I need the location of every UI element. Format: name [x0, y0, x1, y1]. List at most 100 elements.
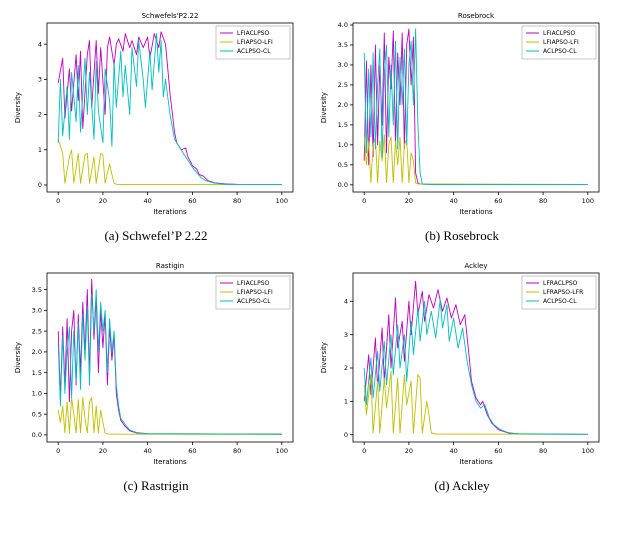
y-tick-label: 0.5 [32, 410, 42, 418]
x-tick-label: 60 [188, 197, 196, 205]
y-axis-label: Diversity [14, 92, 22, 123]
legend-label: LFIACLPSO [237, 30, 270, 37]
y-tick-label: 2.5 [338, 81, 348, 89]
y-tick-label: 1.0 [32, 390, 42, 398]
x-tick-label: 60 [494, 447, 502, 455]
series-LFIACLPSO [57, 31, 282, 186]
x-tick-label: 20 [99, 447, 107, 455]
y-tick-label: 1.0 [338, 141, 348, 149]
chart-title: Rastigin [156, 262, 184, 270]
chart-ackley-canvas: Ackley 0 20 40 60 80 100 0 1 2 3 4 Iterations Diversi… [320, 262, 600, 466]
chart-rosenbrock-canvas: Rosebrock 0 20 40 60 80 100 0.0 0.5 1.0 1.5 2.0 2.5 3… [320, 12, 600, 216]
y-axis-label: Diversity [320, 342, 328, 373]
y-tick-label: 2.0 [338, 101, 348, 109]
series-ACLPSO-CL [57, 33, 282, 186]
y-tick-label: 0.5 [338, 161, 348, 169]
y-tick-label: 2 [344, 364, 348, 372]
y-axis-label: Diversity [14, 342, 22, 373]
series-LFRAPSO-LFR [363, 370, 588, 435]
y-tick-label: 4.0 [338, 21, 348, 29]
x-tick-label: 100 [276, 447, 288, 455]
x-axis-label: Iterations [153, 208, 187, 216]
x-tick-label: 20 [99, 197, 107, 205]
x-axis-label: Iterations [459, 208, 493, 216]
y-tick-label: 1.5 [32, 369, 42, 377]
chart-title: Schwefels'P2.22 [142, 12, 199, 20]
plot-border [46, 22, 294, 193]
y-tick-label: 0 [344, 431, 348, 439]
caption-rosenbrock: (b) Rosebrock [424, 228, 499, 243]
y-tick-label: 4 [38, 40, 42, 48]
x-tick-label: 80 [539, 447, 547, 455]
legend-label: LFRACLPSO [543, 280, 578, 287]
chart-title: Ackley [465, 262, 488, 270]
series-LFRACLPSO [363, 280, 588, 435]
x-tick-label: 40 [449, 197, 457, 205]
caption-ackley: (d) Ackley [434, 478, 490, 493]
y-tick-label: 0 [38, 181, 42, 189]
series-LFIAPSO-LFI [57, 139, 282, 186]
chart-rastrigin-canvas: Rastigin 0 20 40 60 80 100 0.0 0.5 1.0 1.5 2.0 2.5 3.… [14, 262, 294, 466]
legend-label: LFRAPSO-LFR [543, 289, 583, 296]
y-tick-label: 1 [38, 146, 42, 154]
legend-label: LFIAPSO-LFI [237, 289, 273, 296]
y-tick-label: 0.0 [32, 431, 42, 439]
y-axis-label: Diversity [320, 92, 328, 123]
y-tick-label: 1.5 [338, 121, 348, 129]
y-tick-label: 3.0 [338, 61, 348, 69]
legend-label: LFIAPSO-LFI [237, 39, 273, 46]
x-tick-label: 40 [143, 197, 151, 205]
legend-label: LFIACLPSO [237, 280, 270, 287]
series-ACLPSO-CL [363, 299, 588, 435]
plot-border [352, 22, 600, 193]
caption-rastrigin: (c) Rastrigin [123, 478, 189, 493]
caption-schwefel: (a) Schwefel’P 2.22 [104, 228, 208, 243]
plot-border [46, 272, 294, 443]
x-tick-label: 100 [582, 447, 594, 455]
x-tick-label: 20 [405, 197, 413, 205]
x-tick-label: 80 [233, 197, 241, 205]
y-tick-label: 2.0 [32, 348, 42, 356]
x-tick-label: 100 [582, 197, 594, 205]
x-tick-label: 80 [539, 197, 547, 205]
legend-label: ACLPSO-CL [543, 298, 577, 305]
legend-label: ACLPSO-CL [237, 298, 271, 305]
plot-border [352, 272, 600, 443]
series-LFIAPSO-LFI [57, 397, 282, 435]
x-tick-label: 60 [188, 447, 196, 455]
subplot-grid: Schwefels'P2.22 0 20 40 60 80 100 0 1 2 3 4 Iteratio… [6, 8, 612, 494]
y-tick-label: 3.5 [338, 41, 348, 49]
y-tick-label: 3 [344, 331, 348, 339]
legend-label: ACLPSO-CL [543, 48, 577, 55]
chart-title: Rosebrock [458, 12, 495, 20]
legend-box [521, 25, 597, 60]
x-tick-label: 0 [56, 197, 60, 205]
subplot-schwefel: Schwefels'P2.22 0 20 40 60 80 100 0 1 2 3 4 Iteratio… [6, 8, 306, 244]
x-tick-label: 60 [494, 197, 502, 205]
subplot-rastrigin: Rastigin 0 20 40 60 80 100 0.0 0.5 1.0 1.5 2.0 2.5 3.… [6, 258, 306, 494]
series-LFIAPSO-LFI [363, 134, 588, 185]
x-axis-label: Iterations [459, 458, 493, 466]
x-tick-label: 0 [56, 447, 60, 455]
legend-label: ACLPSO-CL [237, 48, 271, 55]
y-tick-label: 2 [38, 111, 42, 119]
y-tick-label: 2.5 [32, 327, 42, 335]
subplot-rosenbrock: Rosebrock 0 20 40 60 80 100 0.0 0.5 1.0 1.5 2.0 2.5 3… [312, 8, 612, 244]
y-tick-label: 4 [344, 298, 348, 306]
x-tick-label: 40 [143, 447, 151, 455]
y-tick-label: 1 [344, 398, 348, 406]
x-tick-label: 40 [449, 447, 457, 455]
x-tick-label: 20 [405, 447, 413, 455]
legend-label: LFIACLPSO [543, 30, 576, 37]
chart-schwefel-canvas: Schwefels'P2.22 0 20 40 60 80 100 0 1 2 3 4 Iteratio… [14, 12, 294, 216]
x-tick-label: 0 [362, 447, 366, 455]
x-tick-label: 100 [276, 197, 288, 205]
y-tick-label: 0.0 [338, 181, 348, 189]
x-axis-label: Iterations [153, 458, 187, 466]
y-tick-label: 3.5 [32, 286, 42, 294]
subplot-ackley: Ackley 0 20 40 60 80 100 0 1 2 3 4 Iterations Diversi… [312, 258, 612, 494]
x-tick-label: 0 [362, 197, 366, 205]
legend-label: LFIAPSO-LFI [543, 39, 579, 46]
series-ACLPSO-CL [363, 28, 588, 185]
